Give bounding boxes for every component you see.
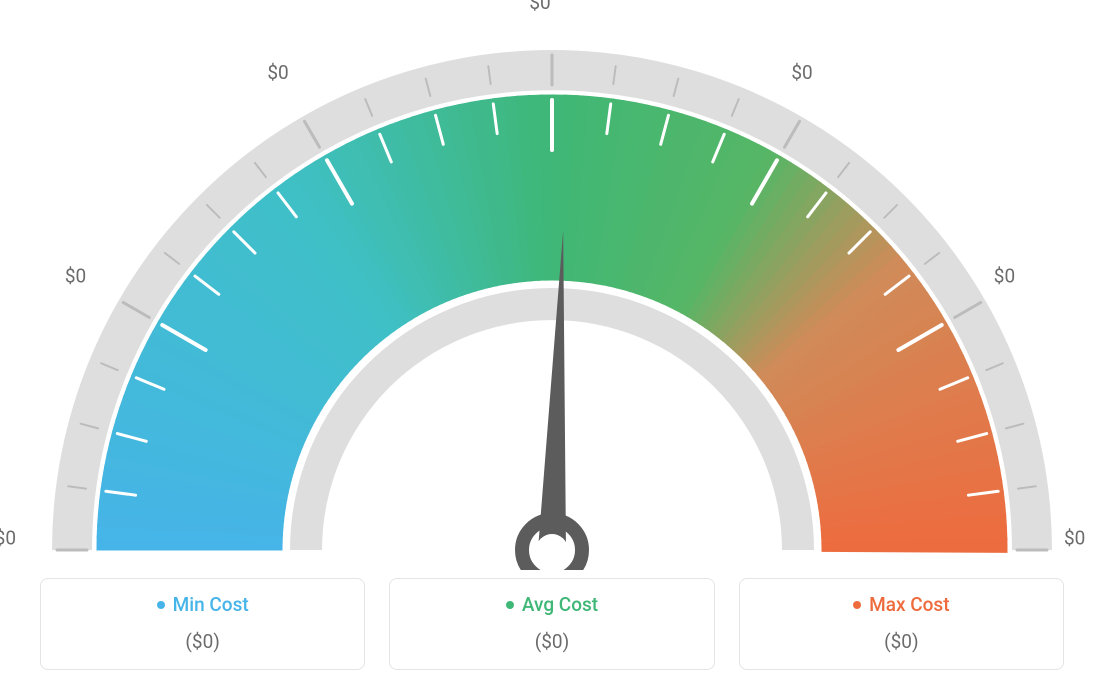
legend-value-avg: ($0): [400, 630, 703, 653]
gauge-axis-label: $0: [529, 0, 550, 14]
gauge-axis-label: $0: [791, 61, 812, 84]
gauge-axis-label: $0: [267, 61, 288, 84]
gauge-axis-label: $0: [65, 265, 86, 288]
legend-title-max: Max Cost: [853, 593, 949, 616]
gauge-container: [0, 10, 1104, 570]
legend-value-max: ($0): [750, 630, 1053, 653]
gauge-axis-label: $0: [994, 265, 1015, 288]
legend-card-avg: Avg Cost ($0): [389, 578, 714, 670]
legend-card-min: Min Cost ($0): [40, 578, 365, 670]
legend-dot-min: [157, 601, 165, 609]
legend-dot-max: [853, 601, 861, 609]
legend-label-max: Max Cost: [869, 593, 949, 616]
legend-dot-avg: [506, 601, 514, 609]
legend-label-min: Min Cost: [173, 593, 249, 616]
legend-value-min: ($0): [51, 630, 354, 653]
legend-card-max: Max Cost ($0): [739, 578, 1064, 670]
legend-row: Min Cost ($0) Avg Cost ($0) Max Cost ($0…: [40, 578, 1064, 670]
legend-title-min: Min Cost: [157, 593, 249, 616]
gauge-axis-label: $0: [1064, 527, 1085, 550]
legend-label-avg: Avg Cost: [522, 593, 598, 616]
gauge-chart: [0, 10, 1104, 570]
gauge-axis-label: $0: [0, 527, 16, 550]
legend-title-avg: Avg Cost: [506, 593, 598, 616]
